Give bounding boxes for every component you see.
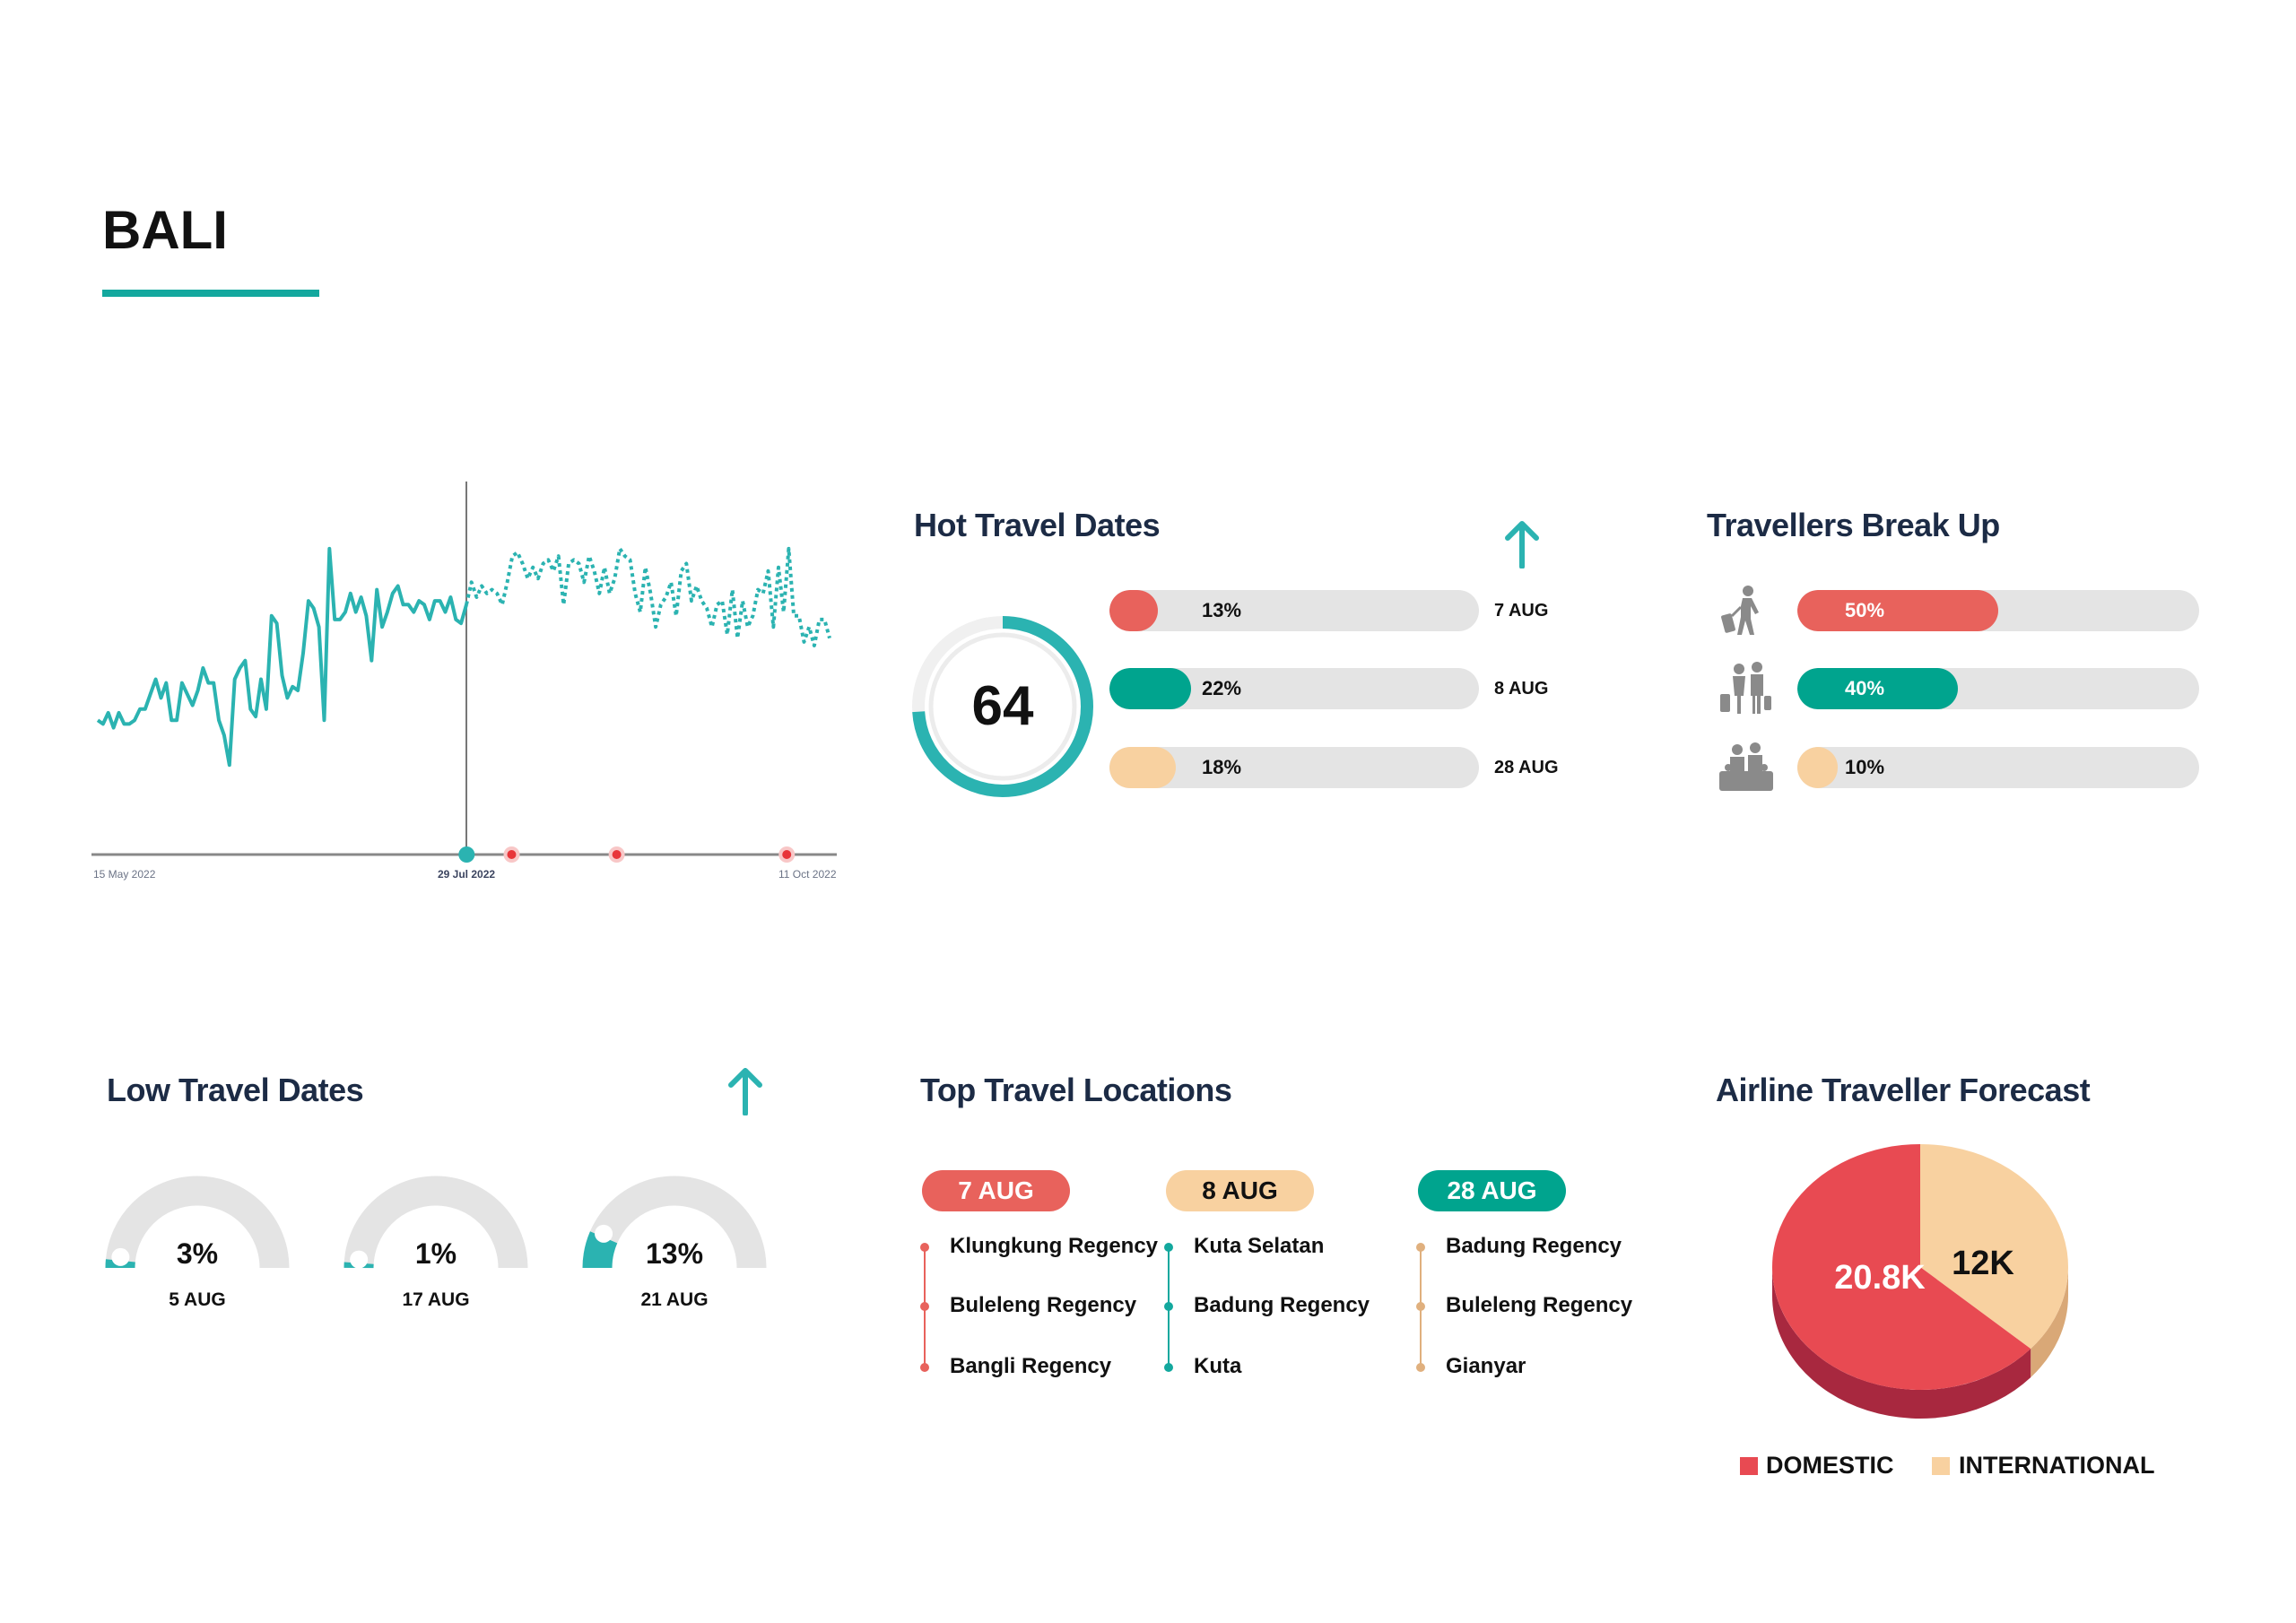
pie-slice-domestic[interactable] (1772, 1144, 2031, 1390)
x-tick-label: 15 May 2022 (93, 868, 156, 881)
location-dot (920, 1363, 929, 1372)
low-date-percent: 13% (645, 1237, 704, 1270)
location-item: Gianyar (1446, 1354, 1526, 1378)
hot-date-bar-fill (1109, 747, 1177, 788)
hot-total-donut (912, 616, 1093, 797)
actual-series-line (96, 546, 468, 768)
arrow-up-icon[interactable] (724, 1065, 767, 1115)
gauge-knob (350, 1250, 369, 1269)
forecast-pie-chart: 20.8K 12K (1772, 1144, 2068, 1419)
location-dot (1164, 1302, 1173, 1311)
hot-date-bar-fill (1109, 668, 1191, 709)
location-dot (920, 1243, 929, 1252)
location-item: Klungkung Regency (950, 1234, 1159, 1258)
donut-inner (928, 632, 1077, 781)
event-marker[interactable] (507, 850, 517, 859)
hot-date-bar (1109, 668, 1479, 709)
location-dot (1416, 1302, 1425, 1311)
x-tick-label: 29 Jul 2022 (438, 868, 496, 881)
low-date-percent: 3% (176, 1237, 219, 1270)
title-underline (102, 290, 319, 297)
location-dot (1416, 1243, 1425, 1252)
family-traveller-icon (1719, 742, 1773, 791)
low-date-gauge (105, 1176, 290, 1269)
event-marker[interactable] (782, 850, 792, 859)
pie-side-domestic (1772, 1267, 2031, 1419)
low-date-label: 21 AUG (640, 1289, 709, 1310)
airline-forecast-title: Airline Traveller Forecast (1716, 1072, 2091, 1108)
travellers-break-up-title: Travellers Break Up (1707, 507, 2000, 543)
hot-total-value: 64 (971, 675, 1034, 737)
gauge-knob (595, 1224, 613, 1243)
donut-progress-arc (912, 616, 1093, 797)
location-item: Badung Regency (1194, 1293, 1370, 1317)
traveller-share-percent: 40% (1845, 677, 1885, 699)
traveller-share-fill (1797, 747, 1838, 788)
legend-label-domestic: DOMESTIC (1766, 1452, 1894, 1479)
location-item: Buleleng Regency (950, 1293, 1137, 1317)
location-date-pill[interactable]: 8 AUG (1166, 1170, 1314, 1211)
hot-date-percent: 22% (1202, 677, 1242, 699)
gauge-track (105, 1176, 290, 1269)
location-item: Buleleng Regency (1446, 1293, 1633, 1317)
gauge-knob (111, 1247, 130, 1266)
hot-date-percent: 13% (1202, 599, 1242, 621)
page-title: BALI (102, 200, 228, 260)
today-marker[interactable] (458, 846, 475, 863)
low-travel-dates-title: Low Travel Dates (107, 1072, 364, 1108)
low-date-label: 5 AUG (169, 1289, 226, 1310)
location-date-pill[interactable]: 7 AUG (922, 1170, 1070, 1211)
location-date-pill[interactable]: 28 AUG (1418, 1170, 1566, 1211)
hot-date-percent: 18% (1202, 756, 1242, 778)
hot-date-bar (1109, 590, 1479, 631)
legend-label-international: INTERNATIONAL (1959, 1452, 2155, 1479)
event-marker[interactable] (612, 850, 622, 859)
solo-traveller-icon (1721, 586, 1759, 635)
low-date-gauge (582, 1176, 767, 1269)
location-item: Bangli Regency (950, 1354, 1112, 1378)
hot-date-bar (1109, 747, 1479, 788)
hot-date-bar-fill (1109, 590, 1158, 631)
location-item: Badung Regency (1446, 1234, 1622, 1258)
low-date-gauge (344, 1176, 528, 1269)
x-tick-label: 11 Oct 2022 (778, 868, 837, 881)
hot-date-label: 8 AUG (1494, 679, 1549, 699)
location-dot (1416, 1363, 1425, 1372)
hot-date-label: 7 AUG (1494, 601, 1549, 621)
pie-side-international (2031, 1267, 2068, 1378)
forecast-series-line (465, 546, 831, 647)
low-date-label: 17 AUG (402, 1289, 470, 1310)
location-item: Kuta Selatan (1194, 1234, 1325, 1258)
location-item: Kuta (1194, 1354, 1242, 1378)
location-dot (1164, 1363, 1173, 1372)
traveller-share-fill (1797, 668, 1959, 709)
top-travel-locations-title: Top Travel Locations (920, 1072, 1232, 1108)
hot-travel-dates-title: Hot Travel Dates (914, 507, 1161, 543)
location-dot (920, 1302, 929, 1311)
low-date-percent: 1% (414, 1237, 457, 1270)
arrow-up-icon[interactable] (1500, 518, 1544, 568)
pie-label-international: 12K (1952, 1245, 2014, 1282)
pie-slice-international[interactable] (1920, 1144, 2068, 1350)
line-chart (91, 482, 837, 863)
legend-swatch-international (1932, 1457, 1950, 1475)
location-dot (1164, 1243, 1173, 1252)
pie-label-domestic: 20.8K (1834, 1259, 1926, 1297)
traveller-share-bar (1797, 668, 2199, 709)
gauge-track (344, 1176, 528, 1269)
couple-traveller-icon (1720, 662, 1771, 714)
traveller-share-bar (1797, 747, 2199, 788)
traveller-share-percent: 50% (1845, 599, 1885, 621)
hot-date-label: 28 AUG (1494, 758, 1559, 777)
traveller-share-percent: 10% (1845, 756, 1885, 778)
traveller-share-fill (1797, 590, 1998, 631)
legend-swatch-domestic (1740, 1457, 1758, 1475)
traveller-share-bar (1797, 590, 2199, 631)
